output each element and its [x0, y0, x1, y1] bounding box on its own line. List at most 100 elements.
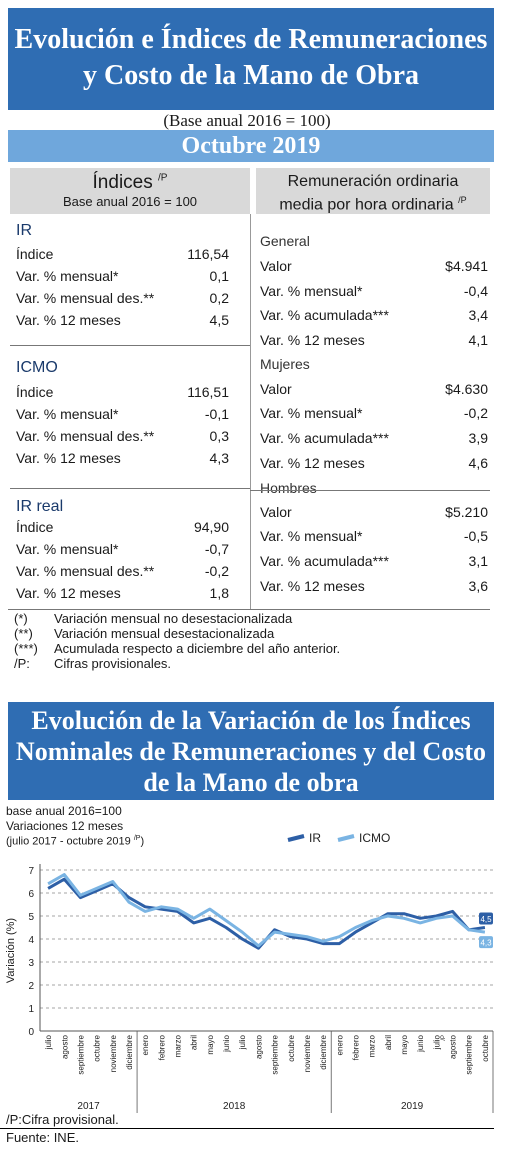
- y-tick-label: 0: [28, 1027, 34, 1038]
- x-tick-label: diciembre: [319, 1034, 328, 1069]
- note-text: Variación mensual desestacionalizada: [54, 626, 275, 641]
- section-title-ir-real: IR real: [16, 498, 64, 515]
- row-label: Var. % 12 meses: [16, 450, 121, 466]
- indices-header-sup: /P: [158, 172, 168, 184]
- chart-period-text: (julio 2017 - octubre 2019: [6, 835, 131, 848]
- note-item: (*) Variación mensual no desestacionaliza…: [14, 611, 344, 626]
- row-value: 4,5: [209, 312, 229, 328]
- ir-real-row: Índice 94,90: [16, 519, 229, 539]
- x-tick-label: febrero: [157, 1034, 166, 1060]
- x-tick-label: febrero: [351, 1034, 360, 1060]
- row-value: 94,90: [193, 519, 229, 535]
- note-text: Variación mensual no desestacionalizada: [54, 611, 293, 626]
- x-tick-label: mayo: [206, 1034, 215, 1054]
- x-tick-label: marzo: [174, 1034, 183, 1057]
- row-label: Var. % mensual*: [16, 541, 119, 557]
- row-value: 4,3: [209, 450, 229, 466]
- indices-header-sub: Base anual 2016 = 100: [62, 194, 198, 209]
- row-label: Var. % 12 meses: [260, 332, 365, 348]
- row-value: -0,4: [463, 283, 488, 299]
- chart-period-end: ): [140, 835, 145, 848]
- chart-title-line1: Evolución de la Variación de los Índices: [31, 706, 471, 735]
- row-label: Var. % mensual des.**: [16, 428, 155, 444]
- x-tick-label: enero: [141, 1034, 150, 1055]
- x-tick-label: abril: [384, 1035, 393, 1050]
- row-value: $4.941: [445, 258, 488, 274]
- ir-real-row: Var. % 12 meses 1,8: [16, 585, 229, 605]
- hombres-row: Valor $5.210: [260, 504, 488, 524]
- row-label: Valor: [260, 258, 292, 274]
- remuneracion-header-sup: /P: [458, 195, 467, 205]
- row-value: 0,3: [209, 428, 229, 444]
- general-row: Var. % 12 meses 4,1: [260, 332, 488, 352]
- row-label: Var. % mensual*: [16, 406, 119, 422]
- row-value: $4.630: [445, 381, 488, 397]
- icmo-row: Var. % mensual* -0,1: [16, 406, 229, 426]
- column-divider: [250, 214, 251, 610]
- ir-row: Índice 116,54: [16, 246, 229, 266]
- x-tick-label: marzo: [368, 1034, 377, 1057]
- row-label: Var. % 12 meses: [260, 578, 365, 594]
- footer-divider: [0, 1128, 494, 1129]
- general-row: Var. % acumulada*** 3,4: [260, 307, 488, 327]
- hombres-row: Var. % 12 meses 3,6: [260, 578, 488, 598]
- row-label: Var. % mensual des.**: [16, 290, 155, 306]
- x-tick-label: enero: [335, 1034, 344, 1055]
- year-label: 2019: [401, 1101, 424, 1112]
- mujeres-row: Valor $4.630: [260, 381, 488, 401]
- remuneracion-header-line1: Remuneración ordinaria: [287, 173, 459, 190]
- legend-label-icmo: ICMO: [359, 831, 390, 845]
- x-tick-label: diciembre: [125, 1034, 134, 1069]
- line-chart: IR ICMO 0 1 2 3 4 5 6 7 Variación (%) julio agosto se…: [0, 820, 500, 1116]
- row-label: Índice: [16, 519, 54, 535]
- year-label: 2018: [223, 1101, 246, 1112]
- note-key: /P:: [14, 656, 30, 671]
- icmo-row: Var. % mensual des.** 0,3: [16, 428, 229, 448]
- row-value: 4,6: [468, 455, 488, 471]
- row-value: 116,51: [187, 384, 229, 400]
- x-tick-label: octubre: [481, 1034, 490, 1061]
- x-tick-label: julio: [432, 1034, 441, 1050]
- row-label: Índice: [16, 246, 54, 262]
- y-tick-label: 1: [28, 1004, 34, 1015]
- x-tick-label: abril: [190, 1035, 199, 1050]
- chart-period-sup: /P: [133, 835, 141, 842]
- notes: (*) Variación mensual no desestacionaliza…: [14, 611, 344, 671]
- hombres-row: Var. % mensual* -0,5: [260, 528, 488, 548]
- year-label: 2017: [77, 1101, 100, 1112]
- note-item: (**) Variación mensual desestacionalizada: [14, 626, 344, 641]
- note-text: Cifras provisionales.: [54, 656, 172, 671]
- x-tick-label: octubre: [93, 1034, 102, 1061]
- row-value: -0,2: [204, 563, 229, 579]
- row-value: -0,7: [204, 541, 229, 557]
- row-label: Var. % acumulada***: [260, 307, 389, 323]
- x-tick-label: julio: [44, 1034, 53, 1050]
- footer-source: Fuente: INE.: [6, 1130, 79, 1145]
- footer-provisional: /P:Cifra provisional.: [6, 1112, 119, 1127]
- x-tick-label: junio: [222, 1034, 231, 1052]
- x-tick-label: noviembre: [109, 1034, 118, 1072]
- ir-real-row: Var. % mensual des.** -0,2: [16, 563, 229, 583]
- section-title-mujeres: Mujeres: [260, 356, 310, 372]
- end-label-badge: [479, 912, 493, 925]
- x-tick-sup: /P: [441, 1035, 447, 1041]
- row-label: Var. % mensual des.**: [16, 563, 155, 579]
- mujeres-row: Var. % mensual* -0,2: [260, 405, 488, 425]
- row-value: 3,6: [468, 578, 488, 594]
- y-tick-label: 3: [28, 958, 34, 969]
- y-tick-label: 6: [28, 889, 34, 900]
- main-title: Evolución e Índices de Remuneraciones y …: [8, 8, 494, 110]
- row-label: Var. % 12 meses: [16, 312, 121, 328]
- row-value: 0,1: [209, 268, 229, 284]
- row-label: Valor: [260, 504, 292, 520]
- period-banner: Octubre 2019: [8, 130, 494, 162]
- row-value: 0,2: [209, 290, 229, 306]
- base-note: (Base anual 2016 = 100): [163, 111, 331, 130]
- row-label: Var. % mensual*: [16, 268, 119, 284]
- row-label: Var. % mensual*: [260, 405, 363, 421]
- series-line-icmo: [47, 873, 486, 948]
- chart-period-note: (julio 2017 - octubre 2019 /P): [6, 835, 144, 848]
- mujeres-row: Var. % acumulada*** 3,9: [260, 430, 488, 450]
- x-tick-label: agosto: [449, 1034, 458, 1059]
- end-label-icmo: 4,3: [480, 939, 492, 948]
